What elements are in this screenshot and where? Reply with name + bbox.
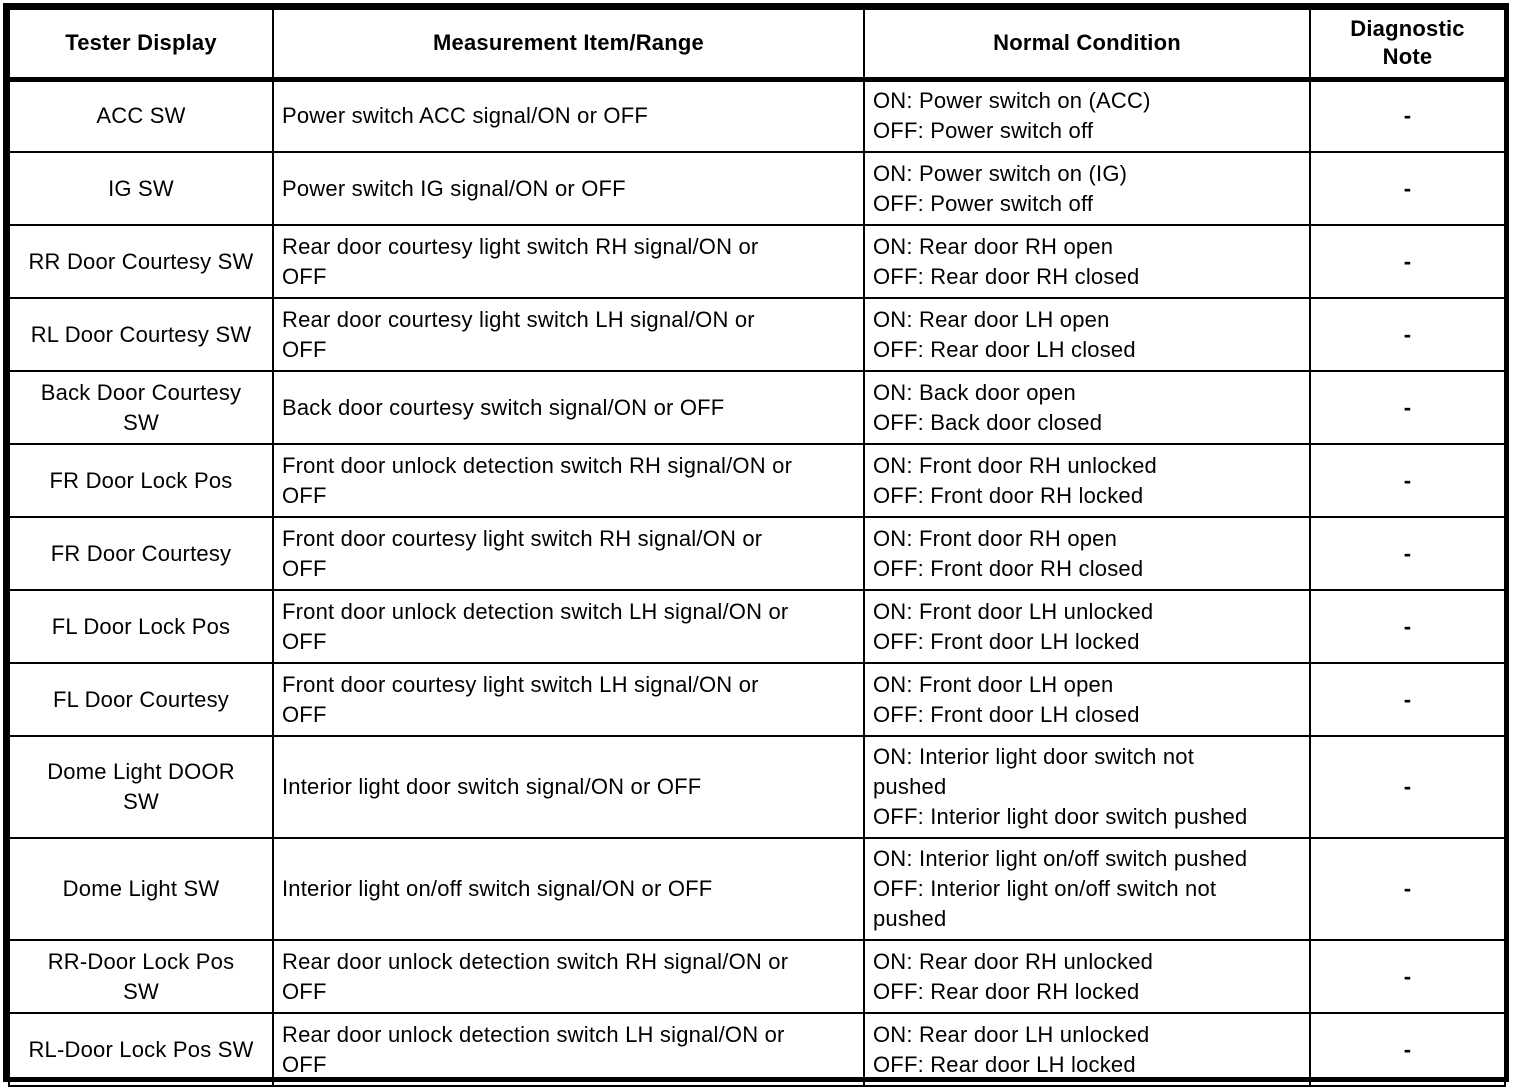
cell-tester-display: FR Door Courtesy [8, 516, 274, 591]
cell-measurement-item-range: Rear door unlock detection switch LH sig… [272, 1012, 865, 1087]
cell-normal-condition: ON: Front door LH open OFF: Front door L… [863, 662, 1311, 737]
cell-normal-condition: ON: Interior light on/off switch pushed … [863, 837, 1311, 941]
cell-normal-condition: ON: Rear door RH open OFF: Rear door RH … [863, 224, 1311, 299]
table-row: FL Door Courtesy Front door courtesy lig… [8, 662, 1506, 737]
cell-tester-display: FR Door Lock Pos [8, 443, 274, 518]
table-row: FR Door Lock Pos Front door unlock detec… [8, 443, 1506, 518]
cell-measurement-item-range: Front door unlock detection switch LH si… [272, 589, 865, 664]
cell-measurement-item-range: Power switch IG signal/ON or OFF [272, 151, 865, 226]
cell-diagnostic-note: - [1309, 443, 1506, 518]
table-row: FL Door Lock Pos Front door unlock detec… [8, 589, 1506, 664]
cell-measurement-item-range: Rear door courtesy light switch LH signa… [272, 297, 865, 372]
cell-diagnostic-note: - [1309, 78, 1506, 153]
cell-tester-display: Dome Light DOOR SW [8, 735, 274, 839]
cell-diagnostic-note: - [1309, 589, 1506, 664]
cell-tester-display: Dome Light SW [8, 837, 274, 941]
table-row: Dome Light DOOR SW Interior light door s… [8, 735, 1506, 839]
cell-normal-condition: ON: Power switch on (IG) OFF: Power swit… [863, 151, 1311, 226]
header-row: Tester Display Measurement Item/Range No… [8, 8, 1506, 82]
cell-normal-condition: ON: Front door RH open OFF: Front door R… [863, 516, 1311, 591]
cell-measurement-item-range: Interior light door switch signal/ON or … [272, 735, 865, 839]
table-row: RR-Door Lock Pos SW Rear door unlock det… [8, 939, 1506, 1014]
table-row: RL-Door Lock Pos SW Rear door unlock det… [8, 1012, 1506, 1087]
table-row: Dome Light SW Interior light on/off swit… [8, 837, 1506, 941]
table-row: IG SW Power switch IG signal/ON or OFF O… [8, 151, 1506, 226]
cell-measurement-item-range: Front door unlock detection switch RH si… [272, 443, 865, 518]
column-header-tester-display: Tester Display [8, 8, 274, 82]
table-row: RR Door Courtesy SW Rear door courtesy l… [8, 224, 1506, 299]
cell-diagnostic-note: - [1309, 297, 1506, 372]
cell-measurement-item-range: Back door courtesy switch signal/ON or O… [272, 370, 865, 445]
column-header-diagnostic-note: Diagnostic Note [1309, 8, 1506, 82]
cell-measurement-item-range: Front door courtesy light switch RH sign… [272, 516, 865, 591]
data-list-table: Tester Display Measurement Item/Range No… [8, 8, 1506, 1087]
table-row: ACC SW Power switch ACC signal/ON or OFF… [8, 78, 1506, 153]
cell-diagnostic-note: - [1309, 837, 1506, 941]
cell-normal-condition: ON: Front door LH unlocked OFF: Front do… [863, 589, 1311, 664]
cell-normal-condition: ON: Interior light door switch not pushe… [863, 735, 1311, 839]
table-header: Tester Display Measurement Item/Range No… [8, 8, 1506, 82]
cell-normal-condition: ON: Rear door LH unlocked OFF: Rear door… [863, 1012, 1311, 1087]
cell-tester-display: ACC SW [8, 78, 274, 153]
cell-measurement-item-range: Power switch ACC signal/ON or OFF [272, 78, 865, 153]
table-row: FR Door Courtesy Front door courtesy lig… [8, 516, 1506, 591]
cell-diagnostic-note: - [1309, 939, 1506, 1014]
cell-measurement-item-range: Rear door courtesy light switch RH signa… [272, 224, 865, 299]
cell-tester-display: IG SW [8, 151, 274, 226]
cell-tester-display: RR-Door Lock Pos SW [8, 939, 274, 1014]
cell-diagnostic-note: - [1309, 662, 1506, 737]
cell-measurement-item-range: Interior light on/off switch signal/ON o… [272, 837, 865, 941]
cell-tester-display: FL Door Lock Pos [8, 589, 274, 664]
cell-normal-condition: ON: Back door open OFF: Back door closed [863, 370, 1311, 445]
cell-tester-display: RR Door Courtesy SW [8, 224, 274, 299]
cell-diagnostic-note: - [1309, 151, 1506, 226]
table-row: Back Door Courtesy SW Back door courtesy… [8, 370, 1506, 445]
cell-diagnostic-note: - [1309, 735, 1506, 839]
cell-tester-display: RL Door Courtesy SW [8, 297, 274, 372]
cell-diagnostic-note: - [1309, 224, 1506, 299]
cell-diagnostic-note: - [1309, 370, 1506, 445]
table-row: RL Door Courtesy SW Rear door courtesy l… [8, 297, 1506, 372]
cell-measurement-item-range: Front door courtesy light switch LH sign… [272, 662, 865, 737]
cell-diagnostic-note: - [1309, 1012, 1506, 1087]
cell-tester-display: Back Door Courtesy SW [8, 370, 274, 445]
cell-normal-condition: ON: Front door RH unlocked OFF: Front do… [863, 443, 1311, 518]
cell-diagnostic-note: - [1309, 516, 1506, 591]
column-header-normal-condition: Normal Condition [863, 8, 1311, 82]
cell-normal-condition: ON: Power switch on (ACC) OFF: Power swi… [863, 78, 1311, 153]
table-body: ACC SW Power switch ACC signal/ON or OFF… [8, 78, 1506, 1087]
column-header-measurement-item-range: Measurement Item/Range [272, 8, 865, 82]
cell-measurement-item-range: Rear door unlock detection switch RH sig… [272, 939, 865, 1014]
diagnostic-data-table: Tester Display Measurement Item/Range No… [3, 3, 1509, 1087]
cell-normal-condition: ON: Rear door LH open OFF: Rear door LH … [863, 297, 1311, 372]
cell-tester-display: RL-Door Lock Pos SW [8, 1012, 274, 1087]
cell-tester-display: FL Door Courtesy [8, 662, 274, 737]
cell-normal-condition: ON: Rear door RH unlocked OFF: Rear door… [863, 939, 1311, 1014]
